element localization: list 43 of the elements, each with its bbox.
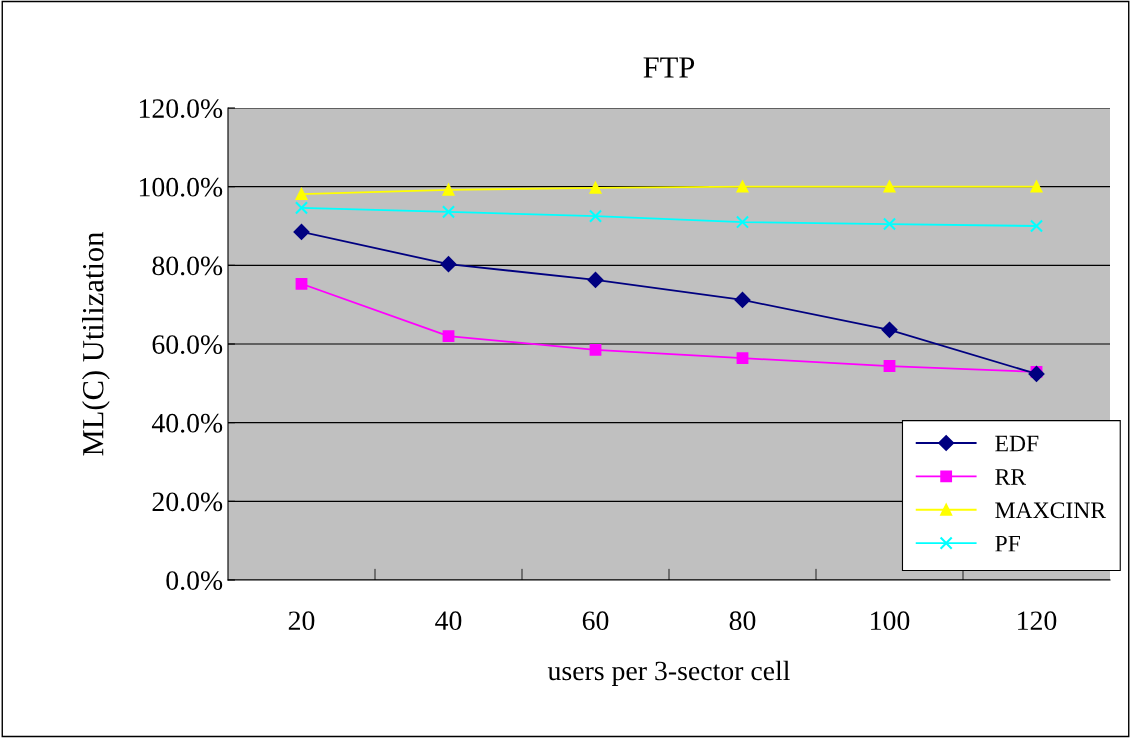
point xyxy=(734,292,751,308)
x-tick-label: 40 xyxy=(435,611,462,631)
legend-label: EDF xyxy=(995,435,1039,452)
chart-title: FTP xyxy=(643,57,695,78)
y-tick-label: 120.0% xyxy=(139,99,223,119)
legend-label: MAXCINR xyxy=(995,502,1107,519)
point xyxy=(1028,365,1045,382)
point xyxy=(589,344,602,356)
point xyxy=(295,277,308,290)
y-tick-label: 100.0% xyxy=(139,177,223,197)
x-tick-label: 20 xyxy=(288,611,315,631)
point xyxy=(442,330,455,343)
point xyxy=(881,321,898,338)
point xyxy=(442,183,455,196)
y-axis-title: ML(C) Utilization xyxy=(82,232,110,456)
point xyxy=(736,180,749,193)
point xyxy=(1030,180,1043,193)
y-tick-label: 0.0% xyxy=(166,571,223,591)
point xyxy=(882,217,897,231)
legend-label: PF xyxy=(995,535,1020,552)
point xyxy=(883,360,896,372)
x-tick-label: 80 xyxy=(729,611,756,631)
y-tick-label: 40.0% xyxy=(151,413,223,433)
point xyxy=(883,180,896,193)
x-axis-title: users per 3-sector cell xyxy=(547,660,790,686)
point xyxy=(293,223,310,240)
y-tick-label: 60.0% xyxy=(152,335,223,355)
point xyxy=(735,215,750,229)
point xyxy=(588,209,603,223)
point xyxy=(441,205,456,219)
legend-label: RR xyxy=(995,469,1027,485)
y-tick-label: 80.0% xyxy=(152,256,223,276)
point xyxy=(295,188,308,201)
point xyxy=(587,271,604,288)
point xyxy=(736,352,749,365)
point xyxy=(1029,219,1044,233)
x-tick-label: 100 xyxy=(871,611,910,631)
y-tick-label: 20.0% xyxy=(152,492,223,512)
x-tick-label: 120 xyxy=(1018,611,1057,631)
point xyxy=(440,256,457,273)
point xyxy=(294,201,309,215)
point xyxy=(589,181,602,194)
x-tick-label: 60 xyxy=(582,611,609,631)
